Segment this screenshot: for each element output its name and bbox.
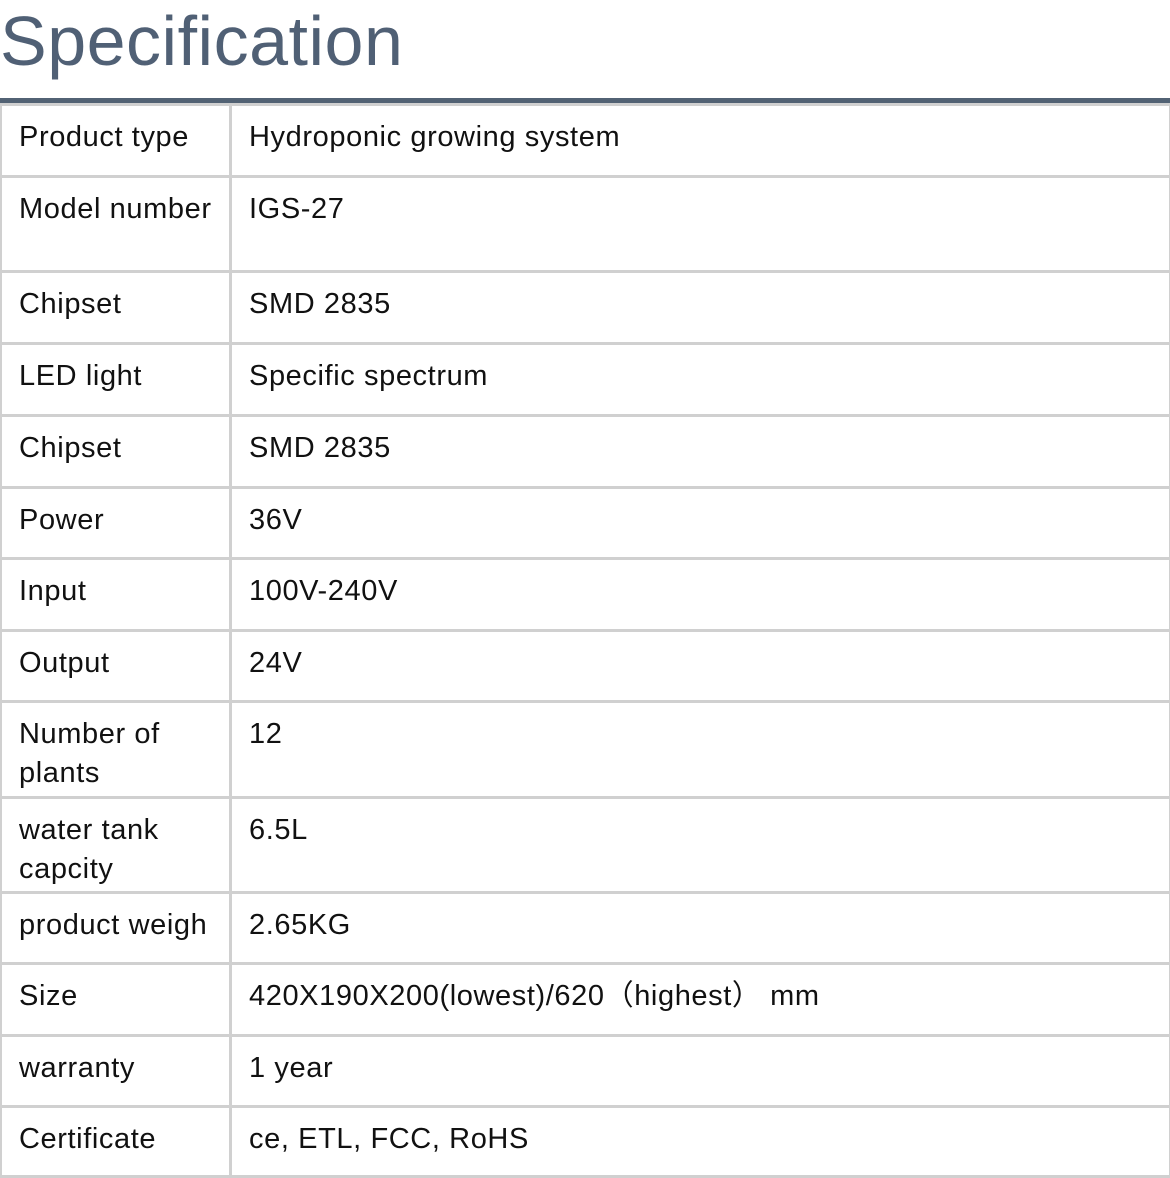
- spec-value: 100V-240V: [231, 559, 1170, 631]
- spec-value: 1 year: [231, 1036, 1170, 1107]
- spec-value: ce, ETL, FCC, RoHS: [231, 1107, 1170, 1177]
- spec-value: 24V: [231, 631, 1170, 702]
- spec-value: SMD 2835: [231, 272, 1170, 344]
- spec-label: product weigh: [1, 893, 231, 964]
- spec-label: Product type: [1, 105, 231, 177]
- spec-label: Output: [1, 631, 231, 702]
- spec-value: 36V: [231, 488, 1170, 559]
- spec-label: Size: [1, 964, 231, 1036]
- page-title: Specification: [0, 0, 1170, 98]
- spec-label: water tank capcity: [1, 798, 231, 893]
- spec-value: IGS-27: [231, 177, 1170, 272]
- spec-label: Power: [1, 488, 231, 559]
- spec-value: 2.65KG: [231, 893, 1170, 964]
- spec-label: Chipset: [1, 272, 231, 344]
- spec-value: Hydroponic growing system: [231, 105, 1170, 177]
- spec-label: warranty: [1, 1036, 231, 1107]
- spec-value: SMD 2835: [231, 416, 1170, 488]
- spec-value: 12: [231, 702, 1170, 798]
- spec-label: Certificate: [1, 1107, 231, 1177]
- spec-label: Number of plants: [1, 702, 231, 798]
- spec-label: LED light: [1, 344, 231, 416]
- spec-label: Input: [1, 559, 231, 631]
- spec-value: 6.5L: [231, 798, 1170, 893]
- spec-label: Chipset: [1, 416, 231, 488]
- spec-value: Specific spectrum: [231, 344, 1170, 416]
- spec-value: 420X190X200(lowest)/620（highest） mm: [231, 964, 1170, 1036]
- spec-label: Model number: [1, 177, 231, 272]
